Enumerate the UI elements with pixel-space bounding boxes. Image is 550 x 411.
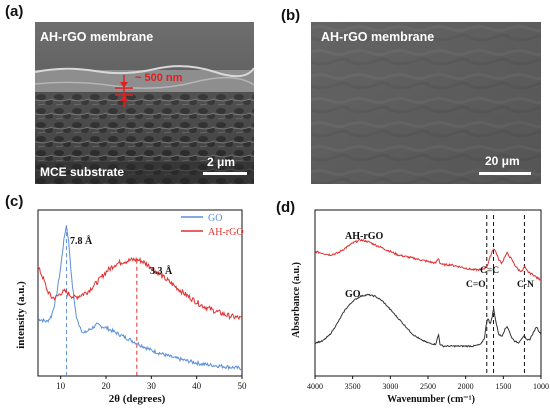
x-tick-label-3000: 3000 [382,382,398,391]
series-line-ah-rgo [37,256,243,321]
x-tick-label-50: 50 [238,381,248,391]
panel-label-a: (a) [5,3,24,20]
sem-a-title: AH-rGO membrane [40,30,154,44]
xrd-chart: 10 20 30 40 50 GO AH-rGO 7.8 Å 3.3 Å 2θ (deg… [15,209,248,405]
panel-label-c: (c) [5,193,24,210]
sem-image-cross-section: AH-rGO membrane ~ 500 nm MCE substrate 2… [35,22,254,184]
scale-label-b: 20 μm [485,154,520,168]
x-tick-label-4000: 4000 [307,382,323,391]
x-tick-label-2000: 2000 [458,382,474,391]
scale-bar-b [479,172,531,175]
thickness-label: ~ 500 nm [135,72,183,84]
series-line-ah-rgo [314,238,542,281]
scale-bar-a [203,172,247,175]
panel-label-d: (d) [276,199,296,216]
xrd-x-axis-label: 2θ (degrees) [109,393,166,405]
band-label-cn: C-N [517,280,534,290]
ftir-x-axis-label: Wavenumber (cm⁻¹) [387,394,475,405]
plot-frame [37,209,243,377]
scale-label-a: 2 μm [207,155,236,169]
peak-label-go: 7.8 Å [70,235,93,247]
ftir-chart: 4000 3500 3000 2500 2000 1500 1000 AH-rGO GO C… [291,209,549,405]
band-label-co: C=O [466,280,486,290]
x-tick-label-10: 10 [56,381,66,391]
substrate-label: MCE substrate [40,165,125,179]
sem-cross-section-graphic [35,22,254,184]
panel-label-b: (b) [281,7,301,24]
sem-image-surface: AH-rGO membrane 20 μm [311,22,541,184]
xrd-legend: GO AH-rGO [181,213,244,238]
legend-go-label: GO [208,213,222,224]
xrd-y-axis-label: intensity (a.u.) [15,281,27,349]
series-line-go [38,226,243,371]
x-tick-label-20: 20 [102,381,112,391]
sem-b-title: AH-rGO membrane [321,30,435,44]
sem-surface-graphic [311,22,541,184]
series-label-ahrgo: AH-rGO [345,231,384,242]
ftir-y-axis-label: Absorbance (a.u.) [291,262,302,338]
x-tick-label-2500: 2500 [420,382,436,391]
x-tick-label-30: 30 [147,381,157,391]
legend-ahrgo-label: AH-rGO [208,227,244,238]
band-label-cc: C=C [480,266,499,276]
x-tick-label-3500: 3500 [345,382,361,391]
x-tick-label-40: 40 [192,381,202,391]
x-tick-label-1000: 1000 [533,382,549,391]
series-line-go [314,293,542,348]
series-label-go: GO [345,289,361,300]
x-tick-label-1500: 1500 [495,382,511,391]
peak-label-ahrgo: 3.3 Å [150,265,173,277]
thickness-marker [115,75,133,107]
